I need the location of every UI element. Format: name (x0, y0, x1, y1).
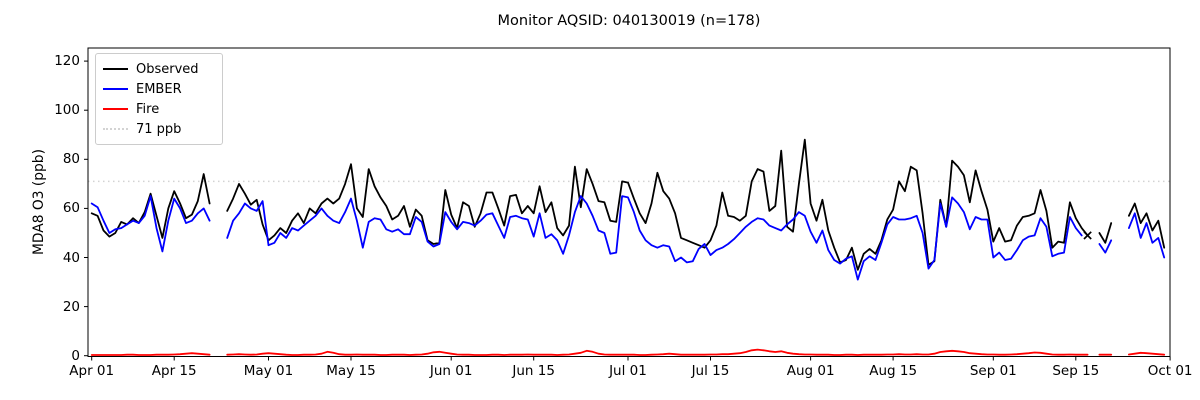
series-line-ember (1128, 212, 1166, 259)
series-line-fire (90, 352, 211, 356)
observed-line-sample (103, 68, 128, 70)
y-tick-label: 20 (62, 298, 80, 315)
x-tick-label: May 15 (326, 363, 376, 379)
y-tick-label: 120 (54, 53, 80, 70)
series-line-fire (1128, 351, 1166, 356)
y-tick-label: 60 (62, 200, 80, 217)
series-line-ember (226, 195, 1083, 281)
legend-label-fire: Fire (136, 101, 160, 117)
x-tick-label: Jul 15 (691, 363, 730, 379)
legend-label-threshold: 71 ppb (136, 121, 182, 137)
legend-label-observed: Observed (136, 61, 199, 77)
y-tick-label: 80 (62, 151, 80, 168)
fire-line-sample (103, 108, 128, 110)
x-tick-label: Aug 01 (786, 363, 835, 379)
y-tick-label: 40 (62, 249, 80, 266)
chart-title: Monitor AQSID: 040130019 (n=178) (497, 13, 761, 29)
legend-item-threshold: 71 ppb (103, 119, 214, 139)
legend: Observed EMBER Fire 71 ppb (95, 53, 223, 145)
x-tick-label: Jun 01 (429, 363, 473, 379)
x-tick-label: Aug 15 (869, 363, 918, 379)
series-line-ember (90, 195, 211, 253)
series-line-fire (226, 348, 1089, 356)
legend-item-ember: EMBER (103, 79, 214, 99)
x-tick-label: Apr 15 (151, 363, 197, 379)
y-tick-label: 100 (54, 102, 80, 119)
y-tick-label: 0 (71, 347, 80, 364)
x-tick-label: Jul 01 (609, 363, 647, 379)
x-tick-label: Jun 15 (512, 363, 555, 379)
plot-border (87, 47, 1171, 357)
series-line-observed (1098, 222, 1113, 244)
x-tick-label: May 01 (243, 363, 294, 379)
threshold-line-sample (103, 128, 128, 130)
x-tick-label: Sep 15 (1052, 363, 1100, 379)
x-tick-label: Sep 01 (969, 363, 1017, 379)
x-tick-label: Apr 01 (69, 363, 115, 379)
series-line-observed (90, 173, 211, 239)
legend-item-observed: Observed (103, 59, 214, 79)
series-line-observed (1128, 202, 1166, 249)
x-tick-label: Oct 01 (1147, 363, 1193, 379)
legend-label-ember: EMBER (136, 81, 182, 97)
x-marker-isolated-point (1083, 231, 1092, 240)
series-line-ember (1098, 239, 1113, 254)
ember-line-sample (103, 88, 128, 90)
legend-item-fire: Fire (103, 99, 214, 119)
